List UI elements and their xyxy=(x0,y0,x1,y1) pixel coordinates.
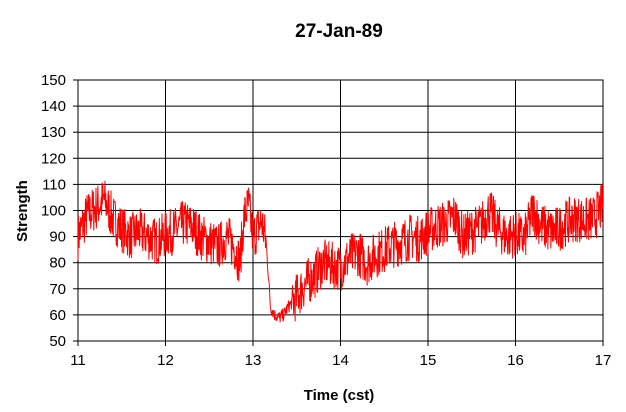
x-tick-label: 15 xyxy=(420,352,437,369)
x-tick-label: 14 xyxy=(332,352,349,369)
series-layer xyxy=(77,180,604,323)
x-tick-label: 17 xyxy=(595,352,612,369)
y-tick-label: 120 xyxy=(41,150,66,167)
y-tick-labels: 50 60 70 80 90 100 110 120 130 140 150 xyxy=(41,72,78,350)
y-tick-label: 100 xyxy=(41,203,66,220)
y-tick-label: 140 xyxy=(41,98,66,115)
y-tick-label: 80 xyxy=(49,255,66,272)
x-tick-labels: 11 12 13 14 15 16 17 xyxy=(70,341,611,369)
y-tick-label: 90 xyxy=(49,229,66,246)
x-tick-label: 11 xyxy=(70,352,86,369)
y-tick-label: 50 xyxy=(49,333,66,350)
y-tick-label: 70 xyxy=(49,281,66,298)
x-tick-label: 13 xyxy=(245,352,262,369)
chart-title: 27-Jan-89 xyxy=(295,21,383,42)
y-tick-label: 60 xyxy=(49,307,66,324)
x-tick-label: 12 xyxy=(157,352,174,369)
y-axis-label: Strength xyxy=(14,180,31,242)
y-tick-label: 110 xyxy=(42,176,66,193)
y-tick-label: 150 xyxy=(41,72,66,89)
y-tick-label: 130 xyxy=(41,124,66,141)
x-tick-label: 16 xyxy=(507,352,524,369)
x-axis-label: Time (cst) xyxy=(304,387,375,404)
series-line xyxy=(77,180,604,323)
